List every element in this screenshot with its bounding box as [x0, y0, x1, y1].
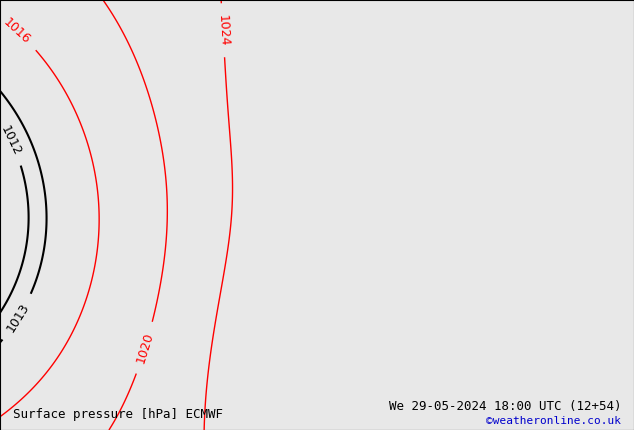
Text: 1020: 1020: [134, 331, 156, 365]
Text: Surface pressure [hPa] ECMWF: Surface pressure [hPa] ECMWF: [13, 408, 223, 421]
Text: 1012: 1012: [0, 123, 23, 157]
Text: 1024: 1024: [216, 14, 230, 46]
Text: 1016: 1016: [1, 15, 33, 46]
Text: 1013: 1013: [4, 301, 32, 335]
Text: ©weatheronline.co.uk: ©weatheronline.co.uk: [486, 416, 621, 426]
Text: We 29-05-2024 18:00 UTC (12+54): We 29-05-2024 18:00 UTC (12+54): [389, 400, 621, 413]
